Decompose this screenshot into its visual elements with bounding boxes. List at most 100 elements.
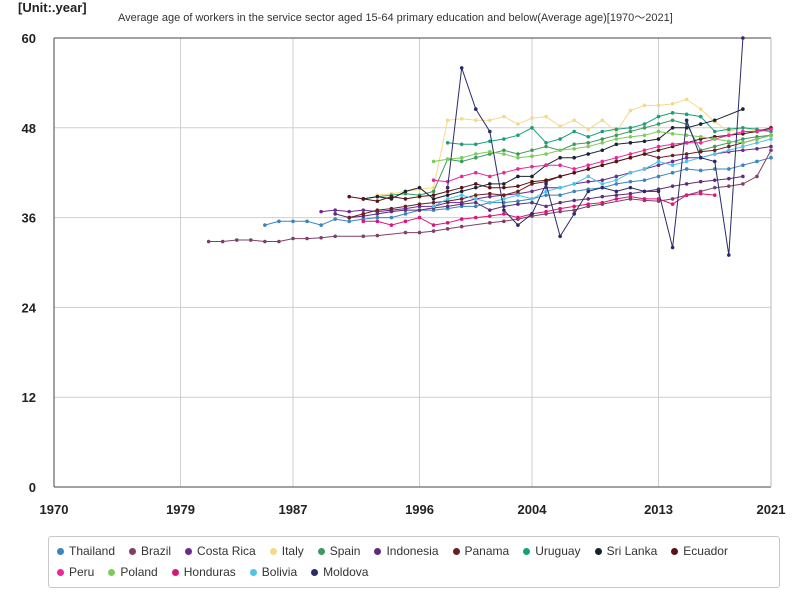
data-point-bolivia (684, 159, 689, 164)
data-point-moldova (516, 223, 520, 227)
data-point-sri-lanka (530, 174, 534, 179)
data-point-panama (389, 206, 394, 211)
data-point-poland (727, 139, 731, 144)
data-point-moldova (544, 182, 548, 186)
data-point-bolivia (741, 144, 745, 149)
data-point-bolivia (769, 137, 773, 141)
data-point-spain (670, 118, 675, 123)
data-point-bolivia (459, 193, 464, 197)
legend-item-brazil[interactable]: Brazil (129, 543, 171, 559)
data-point-indonesia (712, 178, 717, 182)
data-point-panama (727, 144, 731, 149)
data-point-bolivia (502, 197, 506, 201)
legend-item-poland[interactable]: Poland (108, 564, 158, 580)
legend-item-moldova[interactable]: Moldova (311, 564, 368, 580)
legend-item-spain[interactable]: Spain (317, 543, 361, 559)
legend-item-honduras[interactable]: Honduras (171, 564, 236, 580)
legend-item-uruguay[interactable]: Uruguay (523, 543, 581, 559)
y-tick-label: 36 (22, 211, 36, 226)
data-point-honduras (712, 193, 717, 197)
data-point-indonesia (403, 208, 408, 212)
data-point-moldova (572, 212, 576, 216)
data-point-uruguay (670, 111, 675, 115)
data-point-panama (361, 212, 366, 216)
data-point-sri-lanka (459, 189, 464, 194)
data-point-uruguay (741, 126, 745, 130)
legend-label: Sri Lanka (606, 544, 658, 558)
data-point-ecuador (445, 189, 450, 194)
data-point-costa-rica (670, 159, 675, 164)
data-point-uruguay (727, 127, 731, 132)
legend-swatch (523, 547, 531, 555)
data-point-moldova (445, 185, 450, 190)
legend-label: Spain (329, 544, 361, 558)
legend-item-indonesia[interactable]: Indonesia (374, 543, 439, 559)
legend-item-ecuador[interactable]: Ecuador (671, 543, 728, 559)
data-point-honduras (614, 197, 619, 201)
legend-label: Moldova (323, 565, 369, 579)
data-point-italy (698, 107, 703, 111)
data-point-poland (445, 157, 450, 162)
data-point-brazil (234, 238, 239, 242)
data-point-uruguay (558, 137, 562, 141)
data-point-peru (502, 170, 506, 175)
data-point-bolivia (670, 163, 675, 168)
legend-item-panama[interactable]: Panama (452, 543, 510, 559)
data-point-italy (445, 118, 450, 123)
data-point-ecuador (544, 178, 548, 182)
data-point-indonesia (389, 209, 394, 214)
data-point-peru (684, 140, 689, 145)
legend-item-thailand[interactable]: Thailand (57, 543, 115, 559)
data-point-brazil (431, 229, 436, 233)
data-point-bolivia (712, 152, 717, 156)
data-point-italy (656, 103, 661, 108)
data-point-uruguay (614, 127, 619, 132)
data-point-indonesia (698, 179, 703, 184)
data-point-bolivia (628, 170, 633, 175)
data-point-costa-rica (586, 179, 591, 184)
data-point-bolivia (755, 140, 759, 145)
data-point-poland (516, 155, 520, 160)
data-point-sri-lanka (712, 118, 717, 123)
data-point-peru (628, 152, 633, 156)
data-point-honduras (516, 215, 520, 220)
legend-label: Brazil (141, 544, 172, 558)
y-tick-label: 60 (22, 31, 36, 46)
data-point-honduras (389, 223, 394, 227)
legend-item-costa-rica[interactable]: Costa Rica (185, 543, 256, 559)
legend-label: Poland (120, 565, 158, 579)
data-point-sri-lanka (445, 193, 450, 197)
data-point-peru (642, 148, 647, 153)
data-point-thailand (670, 170, 675, 175)
data-point-peru (431, 178, 436, 182)
data-point-poland (473, 152, 478, 156)
data-point-ecuador (642, 152, 647, 156)
legend-item-italy[interactable]: Italy (269, 543, 304, 559)
data-point-poland (755, 137, 759, 141)
data-point-thailand (741, 163, 745, 168)
legend-item-sri-lanka[interactable]: Sri Lanka (594, 543, 658, 559)
series-line-honduras (363, 193, 715, 226)
data-point-indonesia (375, 212, 380, 216)
legend-swatch (269, 547, 277, 555)
data-point-brazil (502, 219, 506, 224)
data-point-honduras (642, 197, 647, 201)
data-point-sri-lanka (473, 185, 478, 190)
data-point-italy (502, 114, 506, 119)
series-moldova (445, 36, 745, 257)
data-point-bolivia (600, 182, 605, 186)
legend-item-peru[interactable]: Peru (57, 564, 94, 580)
y-tick-label: 24 (22, 300, 37, 315)
data-point-bolivia (431, 204, 436, 209)
data-point-thailand (642, 178, 647, 182)
data-point-bolivia (572, 182, 576, 186)
data-point-panama (417, 202, 422, 206)
data-point-brazil (727, 184, 731, 188)
data-point-spain (614, 133, 619, 138)
data-point-moldova (727, 253, 731, 257)
data-point-ecuador (488, 185, 492, 190)
legend-item-bolivia[interactable]: Bolivia (249, 564, 297, 580)
legend-label: Panama (464, 544, 510, 558)
data-point-honduras (544, 209, 548, 214)
